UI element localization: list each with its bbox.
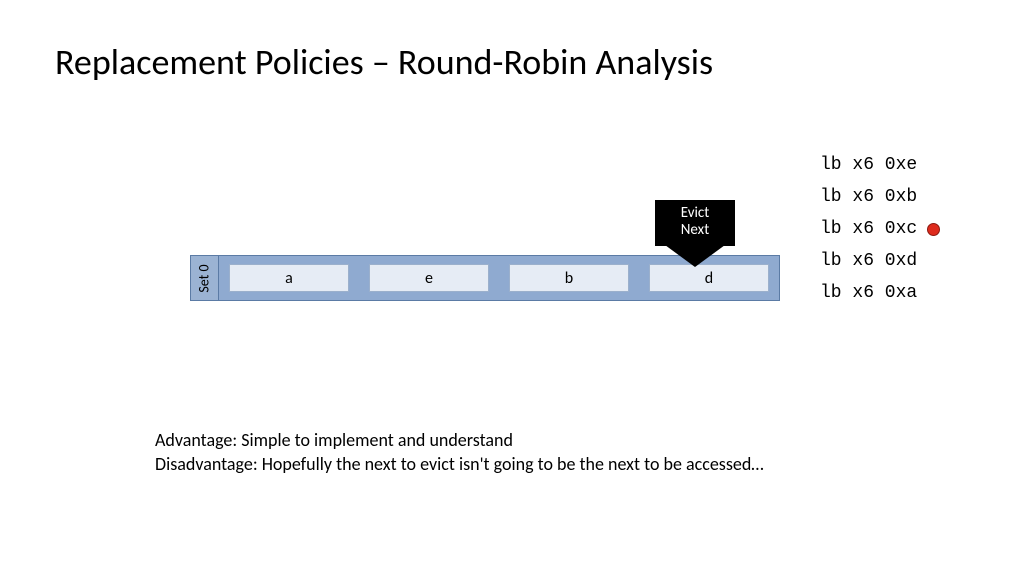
advantage-line: Advantage: Simple to implement and under…: [155, 428, 764, 452]
set-label-box: Set 0: [191, 256, 219, 300]
summary-text: Advantage: Simple to implement and under…: [155, 428, 764, 477]
instruction-list: lb x6 0xe lb x6 0xb lb x6 0xc lb x6 0xd …: [820, 155, 940, 315]
evict-label: EvictNext: [655, 200, 735, 246]
instruction-row: lb x6 0xe: [820, 155, 940, 175]
current-marker-icon: [927, 223, 940, 236]
instruction-text: lb x6 0xd: [820, 251, 917, 271]
instruction-row: lb x6 0xa: [820, 283, 940, 303]
instruction-row: lb x6 0xc: [820, 219, 940, 239]
instruction-text: lb x6 0xa: [820, 283, 917, 303]
instruction-text: lb x6 0xe: [820, 155, 917, 175]
set-label-text: Set 0: [196, 264, 213, 292]
instruction-text: lb x6 0xb: [820, 187, 917, 207]
instruction-row: lb x6 0xb: [820, 187, 940, 207]
cache-cell: b: [509, 264, 629, 292]
instruction-text: lb x6 0xc: [820, 219, 917, 239]
cache-cell: a: [229, 264, 349, 292]
arrow-down-icon: [665, 245, 725, 267]
slide-title: Replacement Policies – Round-Robin Analy…: [55, 40, 713, 84]
instruction-row: lb x6 0xd: [820, 251, 940, 271]
cache-cell: d: [649, 264, 769, 292]
evict-next-arrow: EvictNext: [655, 200, 735, 267]
disadvantage-line: Disadvantage: Hopefully the next to evic…: [155, 452, 764, 476]
cache-cell: e: [369, 264, 489, 292]
